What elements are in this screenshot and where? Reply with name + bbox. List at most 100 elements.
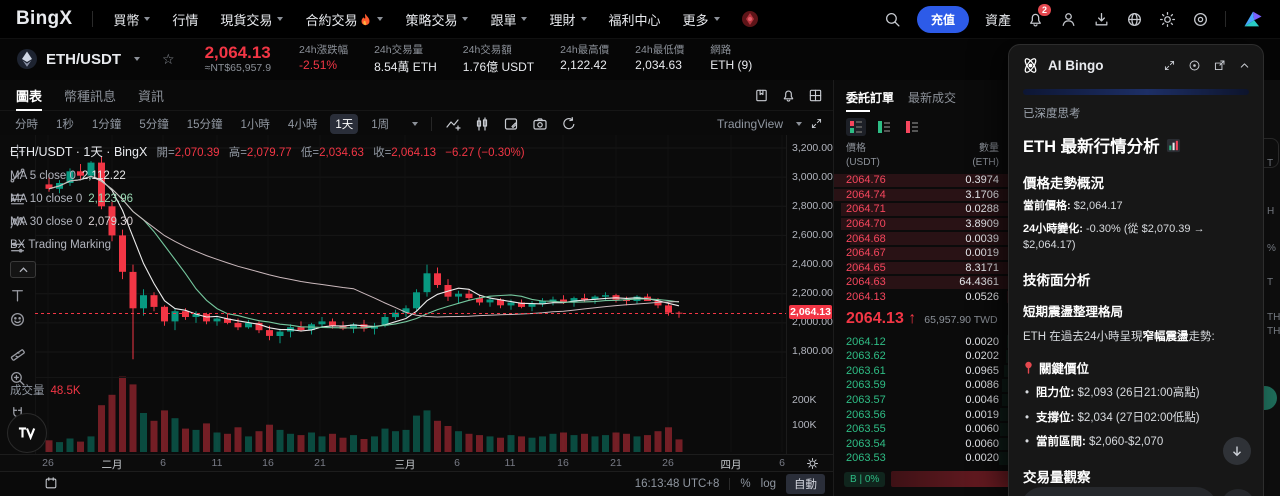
price-axis[interactable]: 3,200.00 3,000.00 2,800.00 2,600.00 2,400.00… [786,135,834,455]
timeframe-1小時[interactable]: 1小時 [240,118,270,131]
bid-row[interactable]: 2063.59 0.0086 [834,378,1011,393]
timeframe-1分鐘[interactable]: 1分鐘 [91,118,122,131]
tradingview-label[interactable]: TradingView [716,116,783,131]
ai-settings-icon[interactable] [1188,59,1201,72]
bingx-logo[interactable]: BingX [16,8,73,29]
ask-row[interactable]: 2064.74 3.1706 [834,188,1011,203]
saved-views-icon[interactable] [754,88,769,103]
screenshot-camera-icon[interactable] [532,116,548,132]
assets-link[interactable]: 資產 [984,12,1011,28]
crosshair-tool-icon[interactable] [9,143,26,160]
expand-icon[interactable] [1163,59,1176,72]
download-app-icon[interactable] [1093,11,1110,28]
view-both-icon[interactable] [846,118,866,136]
ask-row[interactable]: 2064.76 0.3974 [834,173,1011,188]
bid-row[interactable]: 2063.57 0.0046 [834,393,1011,408]
auto-scale-toggle[interactable]: 自動 [786,474,825,494]
scroll-down-button[interactable] [1223,437,1251,465]
menu-item-理財[interactable]: 理財 [549,10,587,29]
orderbook-mid-price[interactable]: 2064.13 ↑ 65,957.90 TWD [834,304,1011,334]
input-action-button[interactable] [1221,489,1255,496]
theme-toggle-icon[interactable] [1159,11,1176,28]
menu-item-福利中心[interactable]: 福利中心 [609,10,661,29]
text-tool-icon[interactable] [9,287,26,304]
timeframe-分時[interactable]: 分時 [15,118,38,131]
chart-settings-icon[interactable] [503,116,519,132]
ask-row[interactable]: 2064.70 3.8909 [834,217,1011,232]
time-axis[interactable]: 26 二月 6 11 16 21 三月 6 11 16 21 26 四月 6 [0,454,833,472]
mascot-logo-icon[interactable] [1242,9,1264,29]
emoji-tool-icon[interactable] [9,311,26,328]
menu-item-買幣[interactable]: 買幣 [113,10,151,29]
alerts-bell-icon[interactable] [781,88,796,103]
stat-value: 1.76億 USDT [462,59,535,74]
ruler-tool-icon[interactable] [9,346,26,363]
timeframe-1周[interactable]: 1周 [371,118,390,131]
ask-row[interactable]: 2064.13 0.0526 [834,290,1011,305]
menu-item-行情[interactable]: 行情 [172,10,198,29]
timeframe-15分鐘[interactable]: 15分鐘 [186,118,223,131]
support-icon[interactable] [1192,11,1209,28]
percent-scale-toggle[interactable]: % [740,478,751,490]
layout-grid-icon[interactable] [808,88,823,103]
orderbook-tab-委託訂單[interactable]: 委託訂單 [846,89,894,112]
candlestick-chart[interactable] [35,135,786,455]
ask-row[interactable]: 2064.63 64.4361 [834,275,1011,290]
axis-settings-gear-icon[interactable] [806,457,819,470]
tradingview-logo[interactable] [7,413,47,453]
tab-資訊[interactable]: 資訊 [138,88,165,104]
refresh-icon[interactable] [561,116,577,132]
bid-row[interactable]: 2064.12 0.0020 [834,334,1011,349]
menu-item-策略交易[interactable]: 策略交易 [405,10,469,29]
share-icon[interactable] [1213,59,1226,72]
ask-row[interactable]: 2064.68 0.0039 [834,231,1011,246]
message-input[interactable] [1021,487,1217,496]
pair-selector[interactable]: ETH/USDT [16,48,140,70]
favorite-star-icon[interactable]: ☆ [162,50,175,67]
view-asks-icon[interactable] [902,118,922,136]
pattern-tool-icon[interactable] [9,215,26,232]
timeframe-1天[interactable]: 1天 [330,113,359,134]
thinking-status[interactable]: 已深度思考 [1023,108,1081,120]
notifications-bell[interactable]: 2 [1027,4,1051,27]
tab-幣種訊息[interactable]: 幣種訊息 [64,88,117,104]
ask-row[interactable]: 2064.65 8.3171 [834,261,1011,276]
deposit-button[interactable]: 充值 [916,5,969,33]
ask-row[interactable]: 2064.67 0.0019 [834,246,1011,261]
bid-row[interactable]: 2063.55 0.0060 [834,422,1011,437]
zoom-in-tool-icon[interactable] [9,370,26,387]
view-bids-icon[interactable] [874,118,894,136]
profile-icon[interactable] [1060,11,1077,28]
timeframe-5分鐘[interactable]: 5分鐘 [139,118,169,131]
log-scale-toggle[interactable]: log [760,478,776,490]
legend-collapse-button[interactable] [10,261,36,278]
chevron-down-icon[interactable] [412,121,419,126]
bid-row[interactable]: 2063.56 0.0019 [834,407,1011,422]
event-emblem-icon[interactable] [740,9,760,29]
orderbook-tab-最新成交[interactable]: 最新成交 [908,91,957,105]
menu-item-更多[interactable]: 更多 [683,10,720,29]
clock-utc[interactable]: 16:13:48 UTC+8 [634,478,720,490]
calendar-icon[interactable] [44,476,58,490]
menu-item-跟單[interactable]: 跟單 [490,10,528,29]
high-value: 2,079.77 [246,147,292,159]
bid-row[interactable]: 2063.54 0.0060 [834,437,1011,452]
bid-row[interactable]: 2063.62 0.0202 [834,349,1011,364]
menu-item-現貨交易[interactable]: 現貨交易 [220,10,284,29]
timeframe-4小時[interactable]: 4小時 [287,118,318,131]
collapse-chevron-icon[interactable] [1238,59,1251,72]
fib-retracement-tool-icon[interactable] [9,191,26,208]
menu-item-合約交易[interactable]: 合約交易 [305,10,384,29]
language-globe-icon[interactable] [1126,11,1143,28]
search-icon[interactable] [884,11,901,28]
tab-圖表[interactable]: 圖表 [16,80,43,111]
fullscreen-icon[interactable] [810,117,823,130]
timeframe-1秒[interactable]: 1秒 [56,118,74,131]
position-tool-icon[interactable] [9,239,26,256]
compare-candles-icon[interactable] [474,116,490,132]
bid-row[interactable]: 2063.61 0.0965 [834,364,1011,379]
ask-row[interactable]: 2064.71 0.0288 [834,202,1011,217]
trendline-tool-icon[interactable] [9,167,26,184]
indicators-icon[interactable] [445,116,461,132]
bid-row[interactable]: 2063.53 0.0020 [834,451,1011,466]
